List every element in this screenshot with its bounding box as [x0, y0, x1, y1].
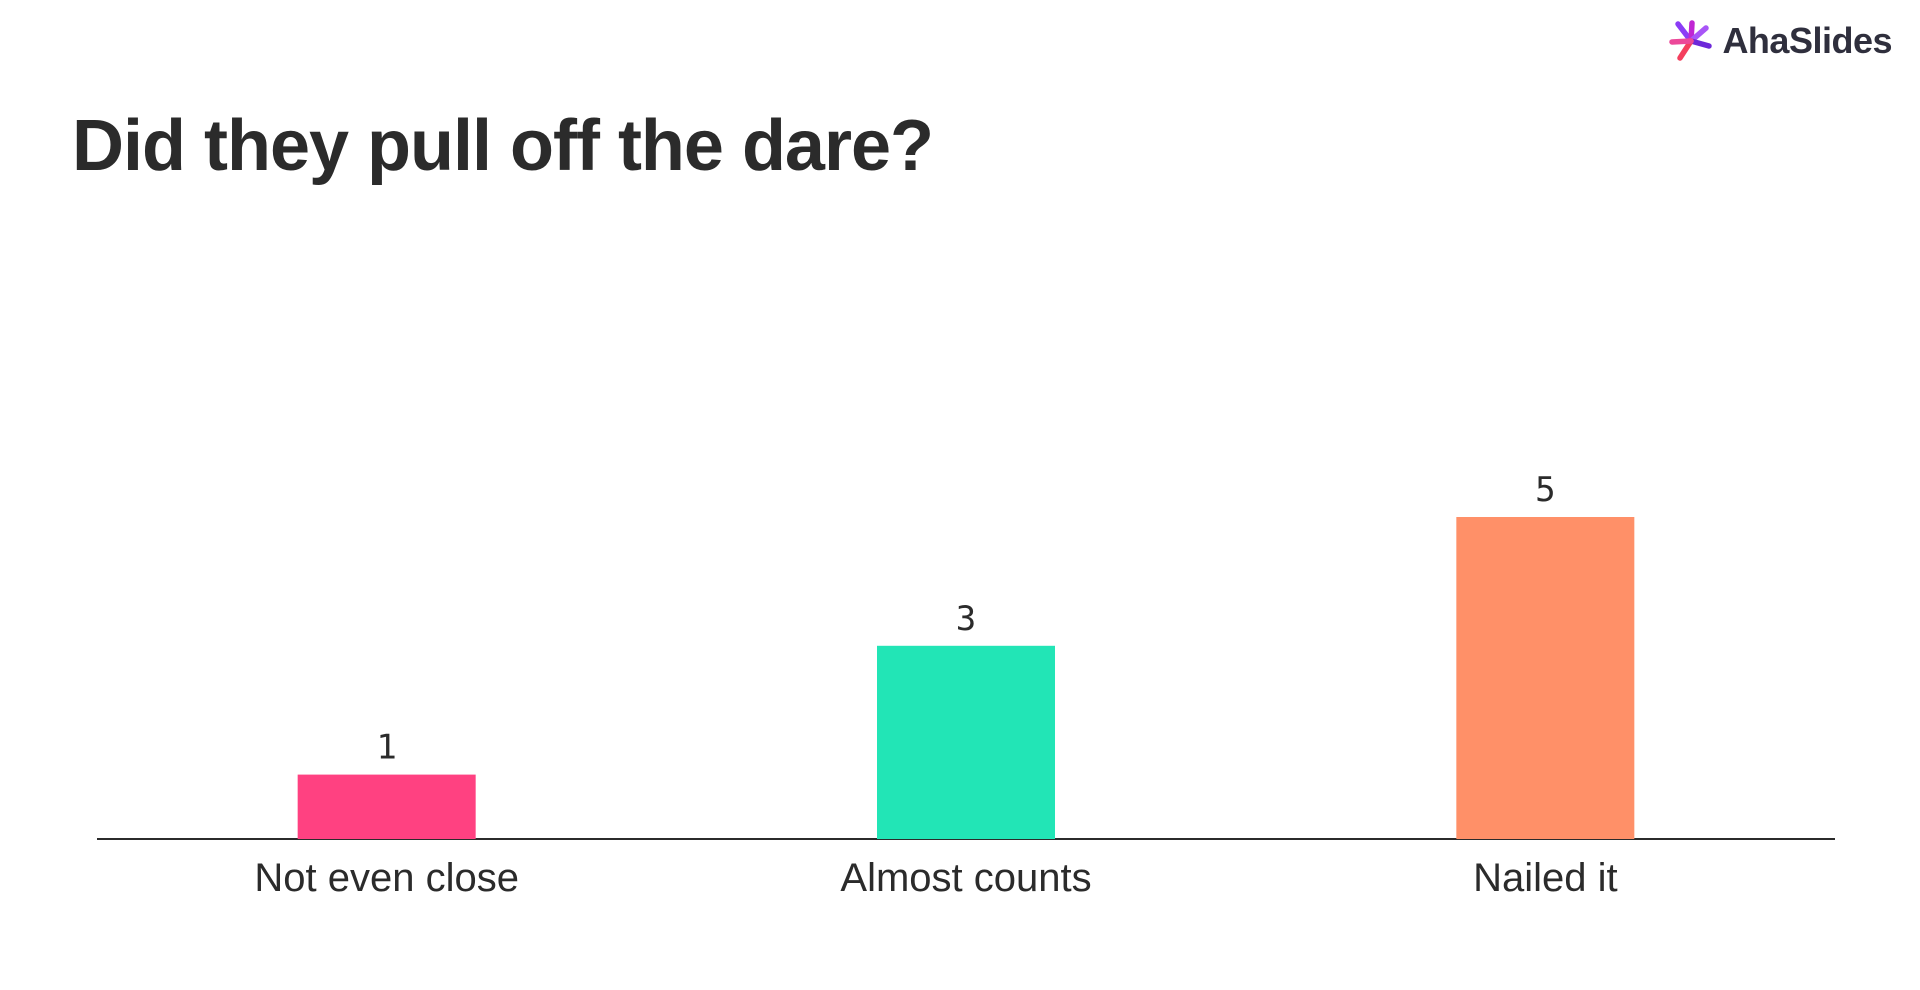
category-label: Nailed it [1473, 856, 1618, 900]
chart-title: Did they pull off the dare? [72, 106, 934, 186]
logo: AhaSlides [1668, 18, 1892, 64]
bar [877, 645, 1055, 839]
logo-text: AhaSlides [1722, 20, 1892, 61]
bar-value-label: 3 [956, 599, 976, 639]
bar-value-label: 1 [376, 728, 396, 768]
bar-value-label: 5 [1535, 470, 1555, 510]
bar [297, 774, 476, 839]
bar [1456, 517, 1635, 839]
category-label: Almost counts [840, 856, 1091, 900]
ahaslides-logo-icon [1669, 20, 1713, 61]
category-label: Not even close [254, 856, 519, 900]
